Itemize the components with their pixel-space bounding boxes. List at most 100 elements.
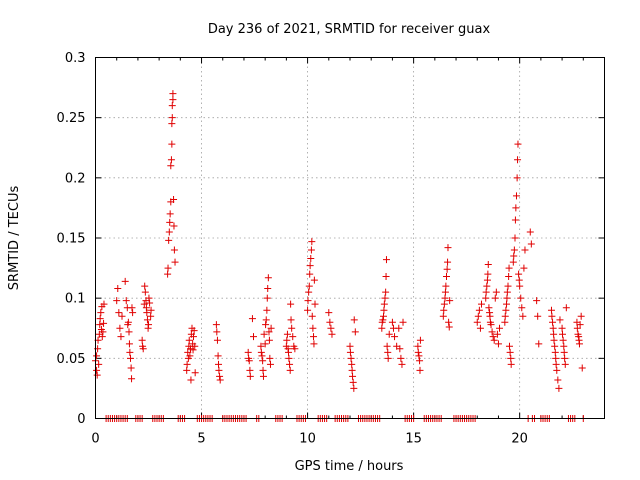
- data-point: [169, 90, 177, 98]
- data-point: [141, 282, 149, 290]
- data-point: [183, 360, 191, 368]
- data-point: [98, 333, 106, 341]
- data-point: [350, 384, 358, 392]
- data-point: [258, 352, 266, 360]
- data-point: [488, 328, 496, 336]
- data-point: [558, 324, 566, 332]
- data-point: [143, 316, 151, 324]
- data-point: [283, 336, 291, 344]
- data-point: [326, 318, 334, 326]
- data-point: [473, 318, 481, 326]
- data-point: [145, 321, 153, 329]
- data-point: [348, 366, 356, 374]
- data-point: [305, 282, 313, 290]
- data-point: [250, 333, 258, 341]
- data-point: [476, 324, 484, 332]
- data-point: [391, 333, 399, 341]
- data-point: [380, 312, 388, 320]
- data-point: [311, 300, 319, 308]
- data-point: [384, 354, 392, 362]
- y-tick-label: 0.2: [65, 171, 86, 186]
- data-point: [549, 318, 557, 326]
- data-point: [527, 240, 535, 248]
- data-point: [168, 102, 176, 110]
- data-point: [147, 312, 155, 320]
- data-point: [187, 376, 195, 384]
- data-point: [396, 345, 404, 353]
- data-point: [511, 234, 519, 242]
- data-point: [416, 366, 424, 374]
- data-point: [380, 306, 388, 314]
- data-point: [526, 228, 534, 236]
- data-point: [505, 342, 513, 350]
- data-point: [520, 264, 528, 272]
- chart-title: Day 236 of 2021, SRMTID for receiver gua…: [208, 22, 491, 37]
- data-point: [146, 299, 154, 307]
- data-point: [309, 324, 317, 332]
- data-point: [259, 357, 267, 365]
- data-point: [100, 300, 108, 308]
- data-point: [382, 273, 390, 281]
- data-point: [515, 276, 523, 284]
- data-point: [509, 258, 517, 266]
- data-point: [325, 309, 333, 317]
- data-point: [189, 346, 197, 354]
- data-point: [441, 294, 449, 302]
- data-point: [215, 366, 223, 374]
- data-point: [183, 366, 191, 374]
- data-point: [551, 342, 559, 350]
- data-point: [444, 258, 452, 266]
- data-point: [518, 304, 526, 312]
- data-point: [185, 336, 193, 344]
- data-point: [521, 246, 529, 254]
- data-point: [141, 288, 149, 296]
- data-point: [264, 285, 272, 293]
- data-point: [288, 324, 296, 332]
- data-point: [167, 156, 175, 164]
- x-tick-label: 15: [405, 432, 422, 447]
- data-point: [168, 120, 176, 128]
- x-tick-label: 20: [511, 432, 528, 447]
- data-point: [519, 312, 527, 320]
- data-point: [100, 319, 108, 327]
- data-point: [189, 333, 197, 341]
- data-point: [511, 216, 519, 224]
- data-point: [533, 297, 541, 305]
- data-point: [383, 342, 391, 350]
- data-point: [445, 318, 453, 326]
- data-point: [145, 294, 153, 302]
- data-point: [126, 348, 134, 356]
- data-point: [93, 352, 101, 360]
- data-point: [399, 318, 407, 326]
- data-point: [512, 192, 520, 200]
- data-point: [257, 348, 265, 356]
- data-point: [549, 324, 557, 332]
- data-point: [126, 354, 134, 362]
- data-point: [562, 304, 570, 312]
- data-point: [213, 336, 221, 344]
- data-point: [505, 273, 513, 281]
- y-tick-label: 0.3: [65, 51, 86, 66]
- data-point: [477, 300, 485, 308]
- x-tick-label: 0: [91, 432, 99, 447]
- data-point: [184, 348, 192, 356]
- data-point: [283, 330, 291, 338]
- data-point: [439, 312, 447, 320]
- data-point: [216, 376, 224, 384]
- data-point: [304, 297, 312, 305]
- data-point: [259, 372, 267, 380]
- data-point: [382, 288, 390, 296]
- y-tick-label: 0.15: [57, 232, 86, 247]
- data-point: [416, 336, 424, 344]
- data-point: [285, 354, 293, 362]
- data-point: [482, 288, 490, 296]
- data-point: [414, 348, 422, 356]
- data-point: [446, 297, 454, 305]
- data-point: [125, 340, 133, 348]
- data-point: [140, 300, 148, 308]
- data-point: [577, 312, 585, 320]
- data-point: [164, 270, 172, 278]
- data-point: [310, 333, 318, 341]
- data-point: [414, 342, 422, 350]
- data-point: [381, 294, 389, 302]
